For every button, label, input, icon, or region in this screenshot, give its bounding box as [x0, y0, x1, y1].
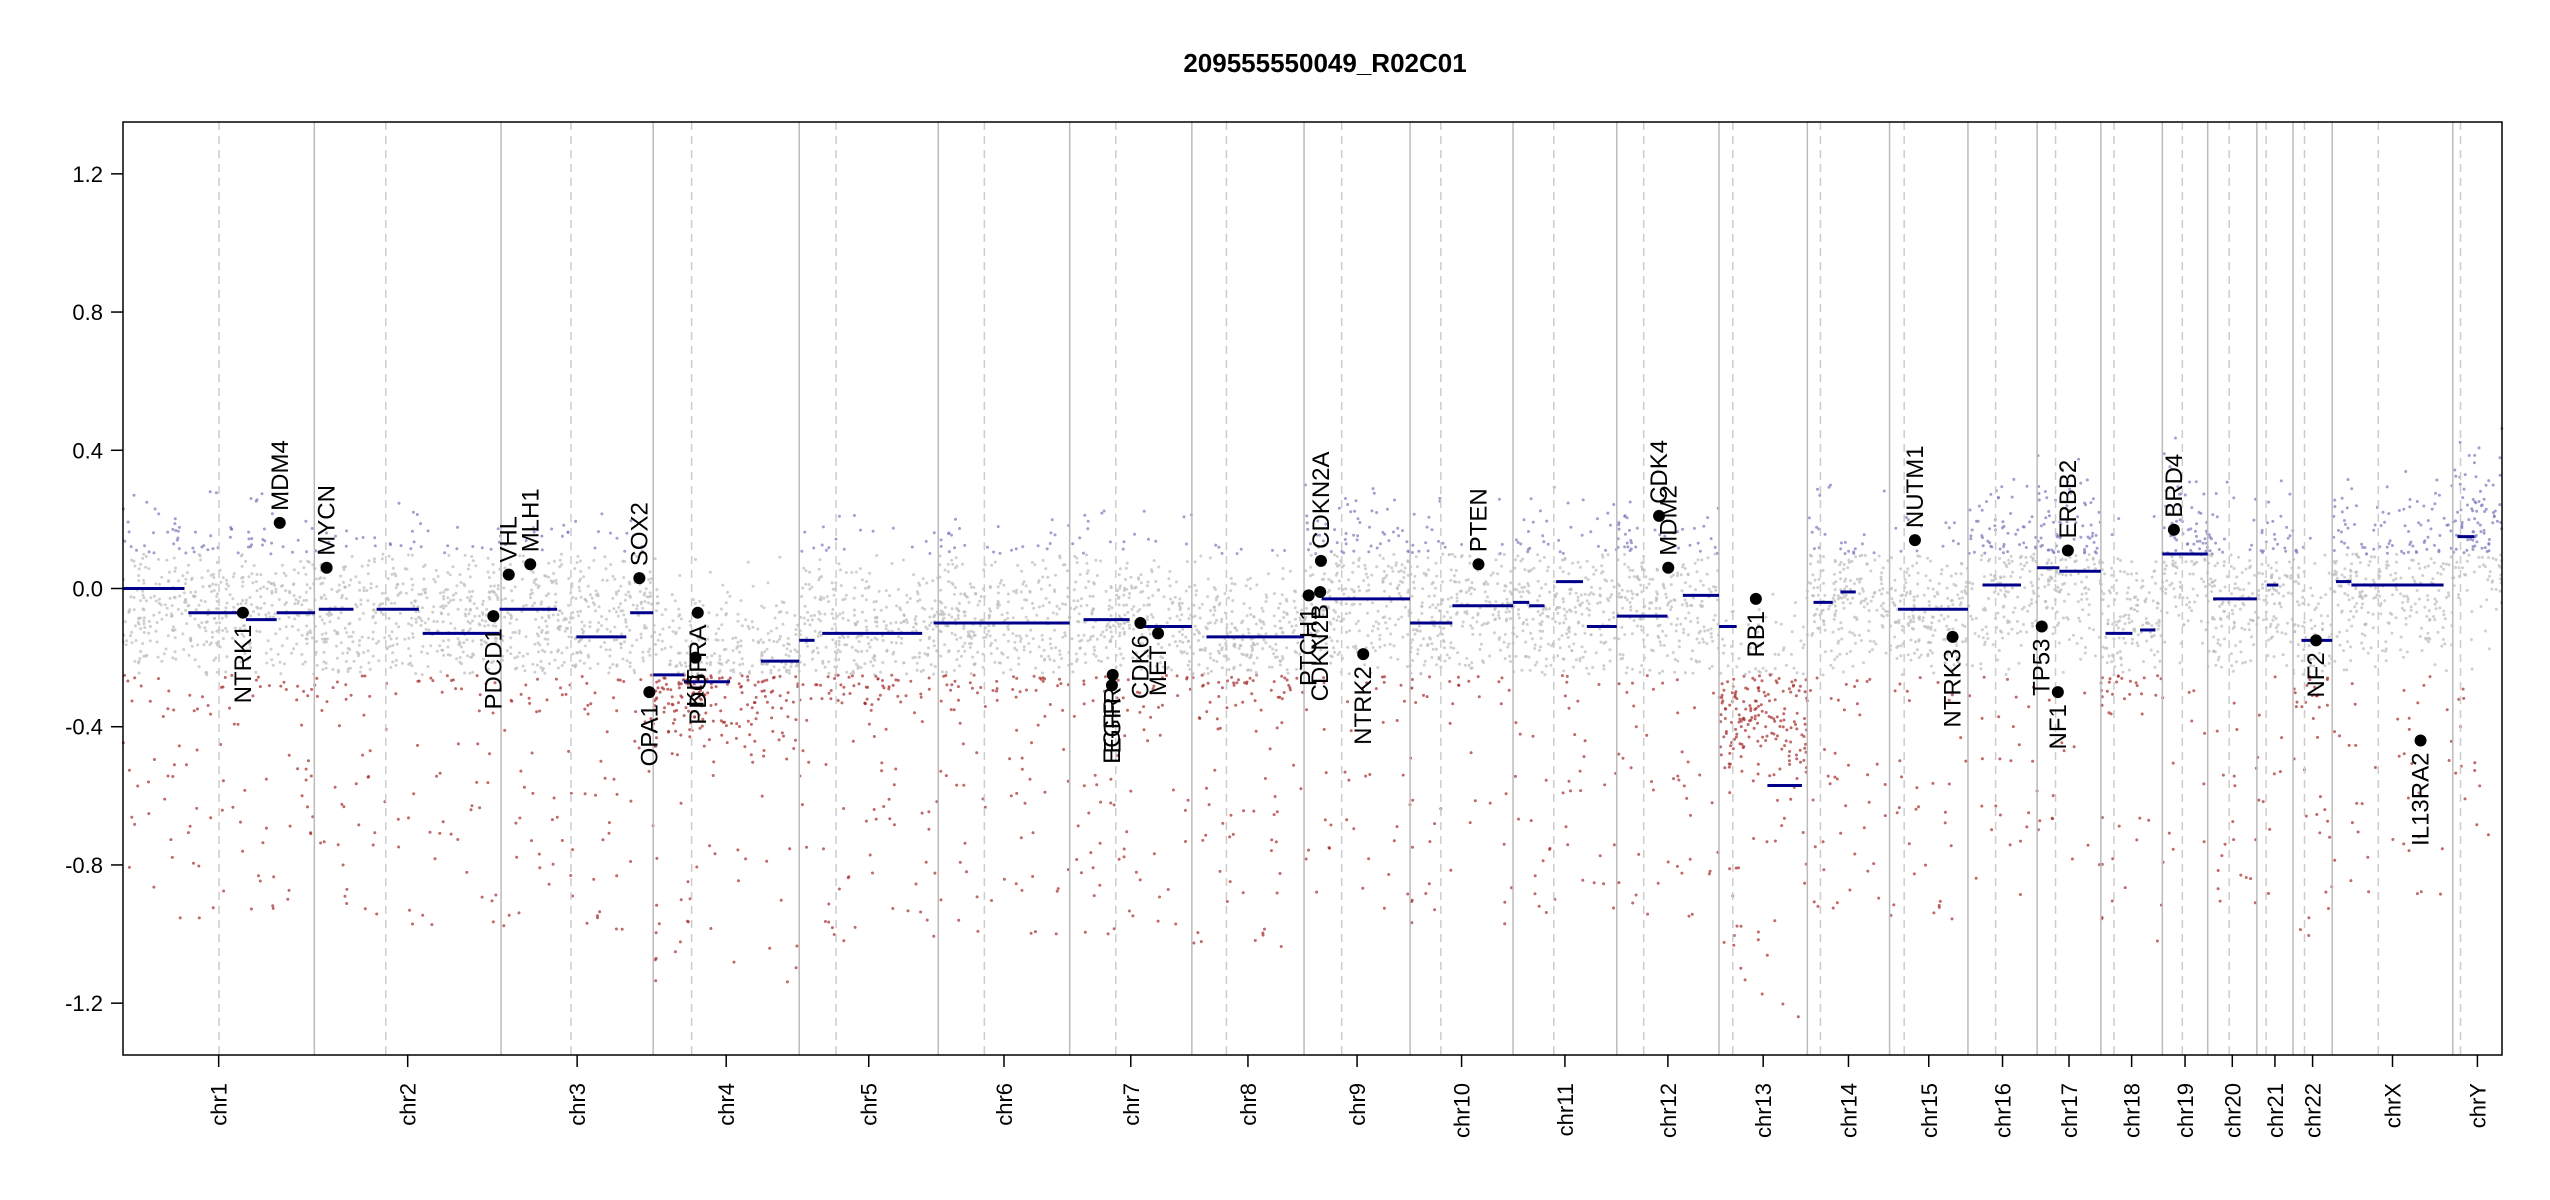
gene-marker-egfr: [1105, 679, 1118, 692]
y-axis: 1.2 0.8 0.4 0.0 -0.4 -0.8 -1.2: [65, 162, 123, 1016]
gene-label-rb1: RB1: [1743, 611, 1770, 658]
gene-marker-pten: [1472, 558, 1485, 571]
y-tick-label: -0.4: [65, 715, 103, 740]
gene-label-mdm4: MDM4: [267, 440, 294, 511]
gene-label-vhl: VHL: [496, 516, 523, 563]
gene-marker-ntrk1: [236, 606, 249, 619]
gene-label-nf2: NF2: [2303, 652, 2330, 697]
gene-marker-pdcd1: [487, 610, 500, 623]
gene-label-brd4: BRD4: [2161, 454, 2188, 518]
gene-label-egfr: EGFR: [1100, 687, 1127, 754]
gene-marker-nf1: [2051, 686, 2064, 699]
gene-marker-ntrk2: [1357, 648, 1370, 661]
gene-label-cdk4: CDK4: [1646, 440, 1673, 504]
gene-label-sox2: SOX2: [626, 502, 653, 566]
gene-marker-opa1: [643, 686, 656, 699]
gene-marker-cdkn2b: [1314, 585, 1327, 598]
gene-marker-tp53: [2035, 620, 2048, 633]
gene-marker-met: [1152, 627, 1165, 640]
x-tick-label-chr4: chr4: [714, 1083, 739, 1126]
y-tick-label: 0.4: [72, 438, 103, 463]
plot-frame: [122, 121, 2503, 1056]
x-tick-label-chrX: chrX: [2381, 1083, 2406, 1129]
gene-marker-cdk6: [1134, 617, 1147, 630]
y-tick-label: 0.0: [72, 577, 103, 602]
gene-marker-rb1: [1749, 592, 1762, 605]
x-tick-label-chr22: chr22: [2301, 1083, 2326, 1138]
x-tick-label-chr13: chr13: [1751, 1083, 1776, 1138]
gene-label-ntrk3: NTRK3: [1940, 649, 1967, 728]
gene-label-met: MET: [1145, 645, 1172, 696]
gene-label-egfr: EGFR: [1099, 697, 1126, 764]
gene-marker-ptch1: [1302, 589, 1315, 602]
gene-label-cdkn2b: CDKN2B: [1307, 604, 1334, 701]
x-tick-label-chr18: chr18: [2120, 1083, 2145, 1138]
gene-label-opa1: OPA1: [636, 704, 663, 766]
x-tick-label-chr5: chr5: [857, 1083, 882, 1126]
x-axis: chr1 chr2 chr3 chr4 chr5 chr6 chr7 chr8 chr9 chr1…: [207, 1055, 2490, 1138]
x-tick-label-chrY: chrY: [2465, 1083, 2490, 1129]
gene-label-tp53: TP53: [2029, 639, 2056, 696]
gene-label-mlh1: MLH1: [517, 488, 544, 552]
x-tick-label-chr3: chr3: [565, 1083, 590, 1126]
x-tick-label-chr19: chr19: [2173, 1083, 2198, 1138]
x-tick-label-chr17: chr17: [2057, 1083, 2082, 1138]
x-tick-label-chr21: chr21: [2263, 1083, 2288, 1138]
y-tick-label: 1.2: [72, 162, 103, 187]
gene-label-il13ra2: IL13RA2: [2408, 753, 2435, 846]
gene-marker-vhl: [502, 568, 515, 581]
x-tick-label-chr15: chr15: [1917, 1083, 1942, 1138]
gene-label-nutm1: NUTM1: [1902, 445, 1929, 528]
gene-label-pdcd1: PDCD1: [480, 628, 507, 709]
y-tick-label: -0.8: [65, 853, 103, 878]
x-tick-label-chr7: chr7: [1119, 1083, 1144, 1126]
x-tick-label-chr10: chr10: [1450, 1083, 1475, 1138]
y-tick-label: -1.2: [65, 991, 103, 1016]
x-tick-label-chr16: chr16: [1991, 1083, 2016, 1138]
gene-marker-cdkn2a: [1314, 554, 1327, 567]
gene-label-pdgfra: PDGFRA: [685, 625, 712, 725]
gene-marker-il13ra2: [2414, 734, 2427, 747]
gene-marker-kit: [689, 651, 702, 664]
gene-label-cdkn2a: CDKN2A: [1308, 451, 1335, 548]
y-tick-label: 0.8: [72, 300, 103, 325]
gene-marker-ntrk3: [1946, 630, 1959, 643]
x-tick-label-chr12: chr12: [1656, 1083, 1681, 1138]
gene-label-ptch1: PTCH1: [1296, 607, 1323, 686]
gene-label-kit: KIT: [682, 669, 709, 707]
gene-label-cdk6: CDK6: [1127, 635, 1154, 699]
gene-marker-egfr: [1106, 668, 1119, 681]
gene-label-ntrk1: NTRK1: [230, 625, 257, 704]
gene-label-mdm2: MDM2: [1655, 485, 1682, 556]
x-tick-label-chr9: chr9: [1345, 1083, 1370, 1126]
gene-marker-nf2: [2310, 634, 2323, 647]
gene-marker-mlh1: [524, 558, 537, 571]
gene-marker-cdk4: [1653, 509, 1666, 522]
x-tick-label-chr1: chr1: [207, 1083, 232, 1126]
gene-marker-brd4: [2167, 523, 2180, 536]
gene-marker-nutm1: [1908, 534, 1921, 547]
segments: [123, 535, 2475, 787]
gene-marker-mdm4: [273, 516, 286, 529]
gene-label-pten: PTEN: [1465, 488, 1492, 552]
gene-marker-sox2: [633, 572, 646, 585]
chromosome-guides: [218, 122, 2462, 1055]
x-tick-label-chr20: chr20: [2220, 1083, 2245, 1138]
gene-marker-erbb2: [2061, 544, 2074, 557]
x-tick-label-chr6: chr6: [992, 1083, 1017, 1126]
gene-marker-mycn: [320, 561, 333, 574]
gene-label-mycn: MYCN: [314, 485, 341, 556]
gene-label-erbb2: ERBB2: [2055, 460, 2082, 539]
x-tick-label-chr14: chr14: [1836, 1083, 1861, 1138]
gene-marker-mdm2: [1662, 561, 1675, 574]
gene-marker-pdgfra: [691, 606, 704, 619]
gene-label-ntrk2: NTRK2: [1350, 666, 1377, 745]
gene-label-nf1: NF1: [2045, 704, 2072, 749]
x-tick-label-chr8: chr8: [1236, 1083, 1261, 1126]
x-tick-label-chr2: chr2: [396, 1083, 421, 1126]
x-tick-label-chr11: chr11: [1553, 1083, 1578, 1136]
chart-title: 209555550049_R02C01: [1183, 48, 1466, 78]
